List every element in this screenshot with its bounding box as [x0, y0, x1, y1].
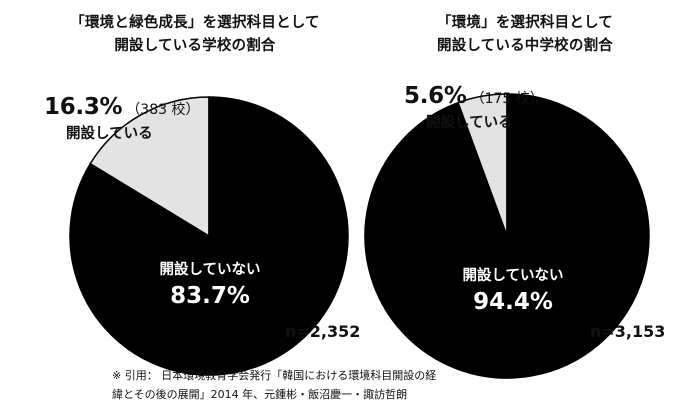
chart-title-right-line2: 開設している中学校の割合 [437, 38, 613, 54]
slice-pct-label: 5.6% [404, 83, 467, 109]
callout-right: 5.6% （175 校） 開設している [404, 83, 544, 132]
pie-chart-middle-school [364, 93, 650, 379]
chart-title-left: 「環境と緑色成長」を選択科目として 開設している学校の割合 [40, 12, 350, 58]
pie-slice-not-offered [69, 96, 349, 376]
slice-pct-label: 83.7% [170, 283, 250, 309]
sample-size-left: n=2,352 [285, 322, 361, 341]
inner-label-left: 開設していない 83.7% [140, 258, 280, 309]
slice-count-label: （383 校） [126, 102, 200, 118]
chart-title-right: 「環境」を選択科目として 開設している中学校の割合 [375, 12, 675, 58]
slice-pct-label: 16.3% [44, 94, 123, 120]
source-note: ※ 引用： 日本環境教育学会発行「韓国における環境科目開設の経 緯とその後の展開… [112, 366, 436, 404]
callout-left: 16.3% （383 校） 開設している [44, 94, 199, 143]
slice-name-label: 開設していない [159, 262, 261, 278]
slice-name-label: 開設していない [462, 268, 564, 284]
source-note-line2: 緯とその後の展開」2014 年、元鍾彬・飯沼慶一・諏訪哲朗 [112, 388, 408, 401]
slice-name-label: 開設している [426, 115, 513, 131]
slice-count-label: （175 校） [470, 91, 544, 107]
source-note-line1: ※ 引用： 日本環境教育学会発行「韓国における環境科目開設の経 [112, 369, 437, 382]
pie-slice-not-offered [364, 93, 650, 379]
pie-chart-high-school [69, 96, 349, 376]
sample-size-right: n=3,153 [590, 322, 666, 341]
inner-label-right: 開設していない 94.4% [438, 264, 588, 315]
slice-pct-label: 94.4% [473, 289, 553, 315]
chart-title-left-line1: 「環境と緑色成長」を選択科目として [70, 15, 320, 31]
chart-title-right-line1: 「環境」を選択科目として [437, 15, 613, 31]
chart-title-left-line2: 開設している学校の割合 [114, 38, 276, 54]
pie-slice-offered [89, 96, 210, 238]
slice-name-label: 開設している [66, 126, 153, 142]
